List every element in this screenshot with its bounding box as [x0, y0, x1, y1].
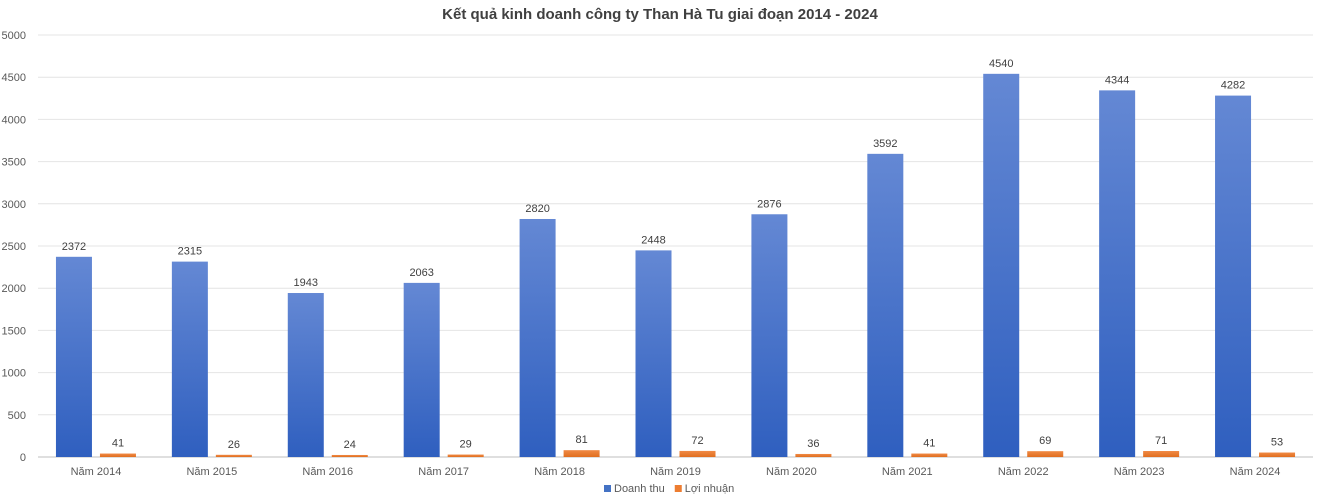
- y-tick-label: 500: [8, 410, 26, 422]
- y-tick-label: 4500: [2, 72, 26, 84]
- data-label: 69: [1039, 435, 1051, 447]
- data-label: 41: [112, 438, 124, 450]
- bar-doanh-thu: [867, 153, 904, 457]
- legend: Doanh thu Lợi nhuận: [604, 483, 734, 495]
- y-tick-label: 2000: [2, 283, 26, 295]
- y-tick-label: 5000: [2, 30, 26, 42]
- bar-doanh-thu: [751, 214, 788, 457]
- x-tick-label: Năm 2015: [186, 466, 237, 478]
- bar-doanh-thu: [287, 293, 324, 457]
- y-tick-label: 1500: [2, 325, 26, 337]
- bar-loi-nhuan: [215, 454, 252, 457]
- x-tick-label: Năm 2017: [418, 466, 469, 478]
- x-tick-label: Năm 2016: [302, 466, 353, 478]
- data-label: 72: [691, 435, 703, 447]
- data-label: 41: [923, 438, 935, 450]
- data-label: 4344: [1105, 74, 1129, 86]
- data-label: 2063: [409, 267, 433, 279]
- y-axis: 0 500 1000 1500 2000 2500 3000 3500 4000 4500 5000: [2, 30, 26, 464]
- y-tick-label: 1000: [2, 368, 26, 380]
- gridlines: [38, 34, 1313, 458]
- bar-loi-nhuan: [447, 454, 484, 457]
- y-tick-label: 3500: [2, 157, 26, 169]
- data-label: 2372: [62, 241, 86, 253]
- y-tick-label: 0: [20, 452, 26, 464]
- bar-loi-nhuan: [679, 450, 716, 457]
- bar-doanh-thu: [1099, 90, 1136, 458]
- bar-doanh-thu: [1215, 95, 1252, 458]
- data-label: 4540: [989, 58, 1013, 70]
- x-tick-label: Năm 2014: [71, 466, 122, 478]
- bar-loi-nhuan: [331, 454, 368, 457]
- data-label: 29: [460, 439, 472, 451]
- data-labels: 2372 41 2315 26 1943 24 2063 29 2820 81 2448 72 2876…: [62, 58, 1283, 451]
- bar-loi-nhuan: [795, 453, 832, 457]
- data-label: 71: [1155, 435, 1167, 447]
- x-axis: Năm 2014 Năm 2015 Năm 2016 Năm 2017 Năm 2018…: [71, 466, 1281, 478]
- bar-loi-nhuan: [1027, 451, 1064, 457]
- bar-doanh-thu: [171, 261, 208, 457]
- data-label: 1943: [294, 277, 318, 289]
- data-label: 26: [228, 439, 240, 451]
- data-label: 81: [575, 434, 587, 446]
- legend-swatch: [604, 485, 611, 492]
- bar-doanh-thu: [635, 250, 672, 457]
- legend-label: Lợi nhuận: [685, 483, 734, 495]
- legend-label: Doanh thu: [614, 483, 665, 495]
- data-label: 2315: [178, 246, 202, 258]
- x-tick-label: Năm 2021: [882, 466, 933, 478]
- bar-doanh-thu: [403, 282, 440, 457]
- bar-loi-nhuan: [911, 453, 948, 457]
- x-tick-label: Năm 2024: [1230, 466, 1281, 478]
- bar-loi-nhuan: [1259, 452, 1296, 457]
- y-tick-label: 2500: [2, 241, 26, 253]
- bar-doanh-thu: [519, 218, 556, 457]
- bars: [55, 73, 1296, 458]
- y-tick-label: 3000: [2, 199, 26, 211]
- data-label: 2448: [641, 234, 665, 246]
- chart-title: Kết quả kinh doanh công ty Than Hà Tu gi…: [442, 6, 878, 23]
- bar-doanh-thu: [55, 256, 92, 457]
- data-label: 53: [1271, 437, 1283, 449]
- y-tick-label: 4000: [2, 114, 26, 126]
- data-label: 36: [807, 438, 819, 450]
- data-label: 3592: [873, 138, 897, 150]
- x-tick-label: Năm 2018: [534, 466, 585, 478]
- bar-loi-nhuan: [563, 450, 600, 457]
- data-label: 24: [344, 439, 356, 451]
- data-label: 4282: [1221, 80, 1245, 92]
- data-label: 2820: [525, 203, 549, 215]
- x-tick-label: Năm 2023: [1114, 466, 1165, 478]
- data-label: 2876: [757, 198, 781, 210]
- x-tick-label: Năm 2019: [650, 466, 701, 478]
- legend-swatch: [674, 485, 682, 492]
- x-tick-label: Năm 2020: [766, 466, 817, 478]
- bar-doanh-thu: [983, 73, 1020, 457]
- x-tick-label: Năm 2022: [998, 466, 1049, 478]
- bar-loi-nhuan: [1143, 451, 1180, 457]
- bar-loi-nhuan: [99, 453, 136, 457]
